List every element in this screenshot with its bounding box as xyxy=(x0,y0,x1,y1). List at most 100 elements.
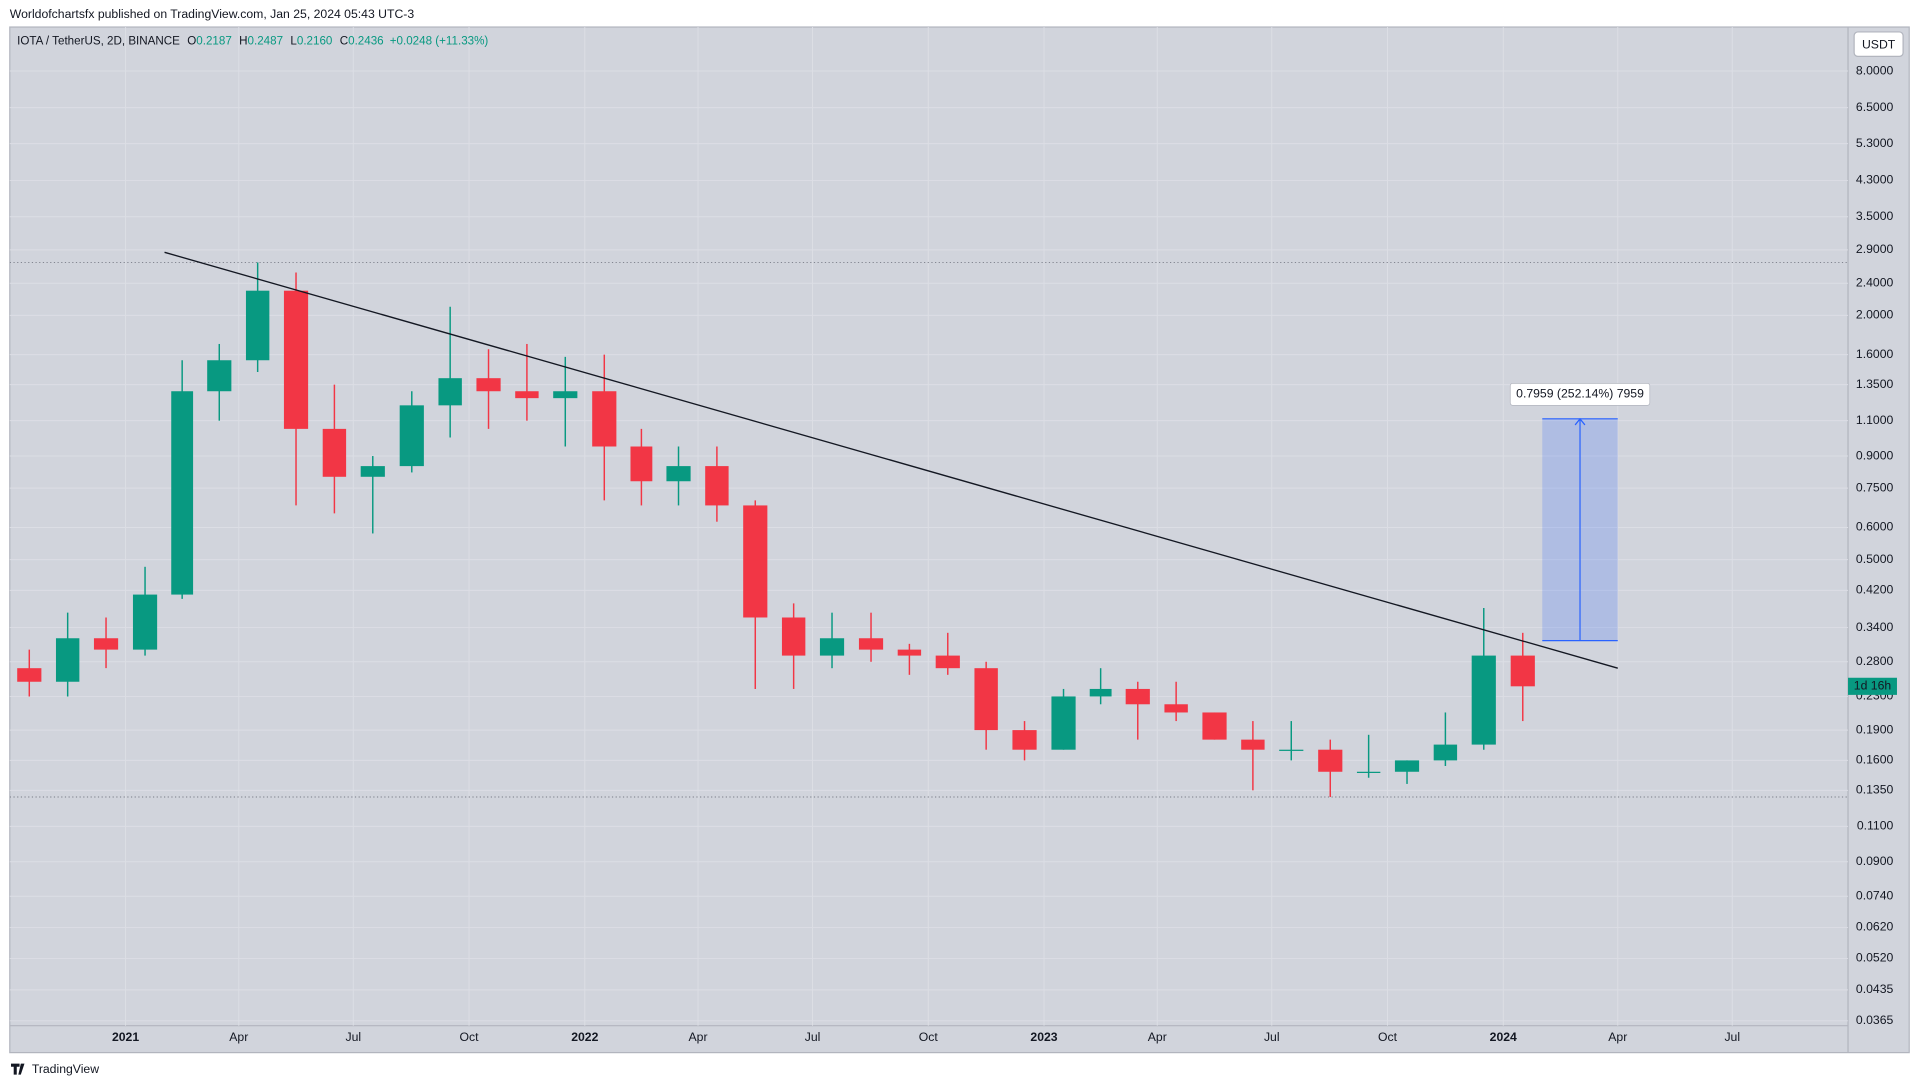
y-tick-label: 0.0740 xyxy=(1856,888,1894,902)
y-tick-label: 0.0435 xyxy=(1856,982,1894,996)
candle-body xyxy=(245,290,270,361)
legend-key: C xyxy=(340,35,348,48)
legend-key: H xyxy=(239,35,247,48)
measure-arrowhead xyxy=(1574,417,1586,426)
currency-button[interactable] xyxy=(1853,31,1904,58)
candle-body xyxy=(132,594,158,650)
candle-body xyxy=(438,378,462,406)
y-tick-label: 0.4200 xyxy=(1856,583,1894,597)
y-tick-label: 2.9000 xyxy=(1856,242,1894,256)
candle-body xyxy=(360,466,385,477)
candle-body xyxy=(1394,760,1420,772)
y-tick-label: 0.7500 xyxy=(1856,480,1894,494)
y-tick-label: 0.6000 xyxy=(1856,520,1894,534)
legend-key: L xyxy=(290,35,297,48)
axes: 8.0000 6.5000 5.3000 4.3000 3.5000 2.9000 2.40… xyxy=(112,63,1897,1044)
candle-body xyxy=(171,391,194,595)
y-tick-label: 2.4000 xyxy=(1856,275,1894,289)
x-tick-label: Jul xyxy=(805,1030,821,1044)
candle-body xyxy=(858,638,884,650)
candle-body xyxy=(553,391,578,399)
y-tick-label: 0.0520 xyxy=(1856,951,1894,965)
candle-body xyxy=(666,466,691,482)
x-tick-label: Apr xyxy=(1148,1030,1167,1044)
legend-value: 0.2436 xyxy=(348,35,384,48)
x-tick-label: 2022 xyxy=(571,1030,598,1044)
x-tick-label: Oct xyxy=(919,1030,939,1044)
legend-key: O xyxy=(187,35,196,48)
candle-body xyxy=(935,655,960,669)
header: Worldofchartsfx published on TradingView… xyxy=(10,7,415,21)
x-tick-label: Jul xyxy=(345,1030,361,1044)
measure-label-box xyxy=(1509,382,1651,406)
candle-body xyxy=(743,505,768,618)
candle-body xyxy=(1012,730,1037,750)
x-tick-label: 2023 xyxy=(1030,1030,1057,1044)
x-tick-label: 2021 xyxy=(112,1030,139,1044)
y-tick-label: 0.2800 xyxy=(1856,654,1894,668)
candle-body xyxy=(476,378,501,392)
legend-value: 0.2160 xyxy=(297,35,333,48)
candle-body xyxy=(55,638,80,682)
candle-body xyxy=(1125,688,1150,705)
y-tick-label: 0.1350 xyxy=(1856,783,1894,797)
candle-body xyxy=(1241,739,1265,750)
x-tick-label: Apr xyxy=(1608,1030,1627,1044)
y-tick-label: 1.1000 xyxy=(1856,413,1894,427)
legend: IOTA / TetherUS, 2D, BINANCE O0.2187 H0.24… xyxy=(17,35,488,48)
chart-frame xyxy=(9,26,1910,1054)
legend-symbol: IOTA / TetherUS, 2D, BINANCE xyxy=(17,35,180,48)
trendline xyxy=(164,251,1618,669)
footer-logo: TradingView xyxy=(11,1062,99,1076)
y-tick-label: 0.1100 xyxy=(1857,819,1894,833)
candle-body xyxy=(1356,771,1381,773)
candle-body xyxy=(897,649,922,656)
legend-change: +0.0248 (+11.33%) xyxy=(390,35,489,48)
candle-body xyxy=(630,446,653,482)
candle-body xyxy=(1164,704,1188,713)
y-tick-label: 1.6000 xyxy=(1856,347,1894,361)
candle-body xyxy=(1202,712,1227,740)
y-tick-label: 5.3000 xyxy=(1856,136,1894,150)
candle-body xyxy=(974,668,998,731)
x-tick-label: Jul xyxy=(1724,1030,1740,1044)
candle-body xyxy=(1318,749,1343,772)
y-tick-label: 1.3500 xyxy=(1856,377,1894,391)
x-tick-label: Apr xyxy=(689,1030,708,1044)
legend-value: 0.2487 xyxy=(248,35,284,48)
grid xyxy=(9,27,1849,1026)
plot: 0.7959 (252.14%) 7959 xyxy=(9,251,1849,798)
y-tick-label: 2.0000 xyxy=(1856,308,1894,322)
candle-body xyxy=(819,638,845,656)
price-tag xyxy=(1848,677,1897,695)
y-tick-label: 4.3000 xyxy=(1856,173,1894,187)
candle-body xyxy=(1051,696,1076,750)
candle-body xyxy=(1279,749,1304,751)
x-tick-label: Jul xyxy=(1264,1030,1280,1044)
candle-body xyxy=(283,290,309,429)
y-tick-label: 0.0620 xyxy=(1856,920,1894,934)
y-tick-label: 0.9000 xyxy=(1856,448,1894,462)
candle-body xyxy=(781,617,806,656)
candle-body xyxy=(93,638,119,650)
y-tick-label: 8.0000 xyxy=(1856,63,1894,77)
candle-body xyxy=(592,391,617,447)
x-tick-label: Apr xyxy=(229,1030,248,1044)
candle-body xyxy=(1089,688,1112,697)
x-tick-label: 2024 xyxy=(1490,1030,1517,1044)
candle-body xyxy=(207,360,232,392)
y-tick-label: 6.5000 xyxy=(1856,100,1894,114)
y-tick-label: 3.5000 xyxy=(1856,209,1894,223)
candle-body xyxy=(515,391,539,399)
candle-body xyxy=(1433,744,1458,761)
x-tick-label: Oct xyxy=(460,1030,480,1044)
candle-body xyxy=(322,428,347,477)
currency-label: USDT xyxy=(1862,38,1896,52)
candle-body xyxy=(399,405,424,467)
y-tick-label: 0.0365 xyxy=(1856,1013,1894,1027)
legend-value: 0.2187 xyxy=(196,35,232,48)
logo-icon xyxy=(11,1063,25,1075)
candle-body xyxy=(1471,655,1496,745)
measure-label: 0.7959 (252.14%) 7959 xyxy=(1516,387,1644,401)
